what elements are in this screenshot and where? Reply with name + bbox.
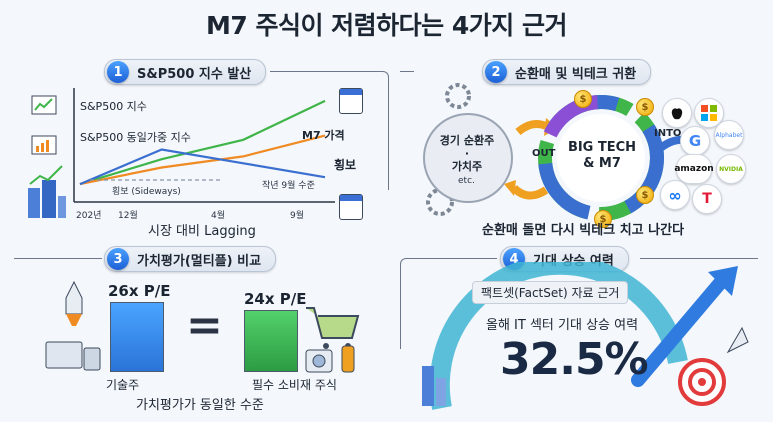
cyclical-text: 경기 순환주 · 가치주	[439, 134, 495, 173]
upside-description: 올해 IT 섹터 기대 상승 여력	[486, 318, 639, 333]
tech-pe-bar	[110, 302, 164, 372]
arrow-head-icon	[504, 180, 516, 196]
equals-sign: =	[186, 300, 223, 351]
connector-4	[400, 258, 497, 349]
upside-arc-graphic	[422, 262, 749, 410]
apple-logo-icon	[662, 98, 692, 128]
section-3-title: 가치평가(멀티플) 비교	[137, 253, 262, 269]
into-label: INTO	[654, 128, 682, 139]
legend-m7: M7 가격	[302, 129, 345, 142]
tech-illustration	[45, 280, 101, 371]
tech-pe-value: 26x P/E	[108, 282, 171, 300]
dollar-coin-icon: $	[574, 90, 592, 108]
staples-pe-bar	[244, 310, 298, 372]
sideways-label: 횡보	[334, 158, 357, 172]
x-tick-0: 202년	[76, 211, 102, 221]
section-2-header: 2 순환매 및 빅테크 귀환	[482, 59, 652, 85]
connector-2	[400, 71, 414, 72]
building-icon	[422, 366, 434, 406]
series-line-1	[79, 99, 326, 186]
calendar-icon	[339, 88, 363, 114]
cyclical-etc: etc.	[458, 176, 475, 186]
calendar-icon	[339, 194, 363, 220]
microsoft-logo-icon	[694, 98, 724, 128]
section-1-header: 1 S&P500 지수 발산	[104, 59, 267, 85]
nvidia-logo-icon: NVIDIA	[716, 154, 746, 184]
connector-5	[640, 258, 758, 259]
panel2-caption: 순환매 돌면 다시 빅테크 치고 나간다	[482, 223, 685, 238]
monitor-icon	[45, 341, 83, 369]
tablet-icon	[83, 347, 101, 371]
staples-label: 필수 소비재 주식	[252, 378, 337, 392]
sideways-note: 횡보 (Sideways)	[112, 187, 181, 197]
section-3-number: 3	[107, 248, 129, 270]
section-2-title: 순환매 및 빅테크 귀환	[515, 66, 637, 82]
cyclical-circle	[423, 113, 513, 203]
upside-arc	[429, 262, 688, 410]
upside-arrow	[631, 269, 733, 387]
legend-sp500: S&P500 지수	[80, 100, 147, 113]
amazon-logo-icon: amazon	[674, 154, 714, 184]
series-line-2	[79, 134, 326, 186]
series-line-3	[79, 148, 326, 186]
dollar-coin-icon: $	[636, 186, 654, 204]
gear-icon	[445, 83, 471, 109]
google-logo-icon: G	[680, 126, 710, 156]
tech-label: 기술주	[106, 378, 140, 392]
arrow-out	[515, 120, 548, 136]
out-label: OUT	[532, 148, 556, 159]
arrow-back	[511, 185, 549, 200]
legend-equal-weight: S&P500 동일가중 지수	[80, 131, 191, 144]
cycle-ring-blue	[538, 95, 664, 221]
x-tick-1: 12월	[118, 211, 138, 221]
line-chart	[73, 88, 335, 203]
last-year-note: 작년 9월 수준	[262, 181, 315, 191]
section-1-number: 1	[107, 61, 129, 83]
dollar-coin-icon: $	[636, 98, 654, 116]
section-3-header: 3 가치평가(멀티플) 비교	[104, 246, 277, 272]
alphabet-logo-icon: Alphabet	[714, 120, 744, 150]
rocket-icon	[65, 280, 83, 315]
panel1-caption: 시장 대비 Lagging	[148, 224, 256, 239]
cyclical-label: 경기 순환주 · 가치주	[426, 134, 508, 173]
dollar-coin-icon: $	[594, 210, 612, 228]
x-tick-2: 4월	[211, 211, 226, 221]
connector-1	[270, 71, 389, 190]
arrow-head-icon	[708, 266, 738, 296]
x-tick-3: 9월	[290, 211, 305, 221]
page-title: M7 주식이 저렴하다는 4가지 근거	[206, 11, 567, 40]
staples-pe-value: 24x P/E	[244, 290, 307, 308]
upside-value: 32.5%	[500, 334, 649, 385]
rising-chart-icons	[28, 95, 66, 218]
section-2-number: 2	[485, 61, 507, 83]
bottle-icon	[341, 345, 355, 373]
chart-icons-left	[28, 92, 68, 222]
section-1-title: S&P500 지수 발산	[137, 66, 252, 82]
big-tech-circle	[557, 114, 645, 202]
tesla-logo-icon: T	[692, 184, 722, 214]
grocery-illustration	[305, 307, 360, 373]
rocket-icon	[726, 326, 749, 354]
shopping-cart-icon	[306, 307, 360, 339]
connector-3	[14, 258, 102, 259]
meta-logo-icon: ∞	[660, 180, 690, 210]
factset-source: 팩트셋(FactSet) 자료 근거	[472, 281, 629, 304]
big-tech-label: BIG TECH & M7	[567, 140, 637, 171]
panel3-caption: 가치평가가 동일한 수준	[136, 398, 264, 413]
